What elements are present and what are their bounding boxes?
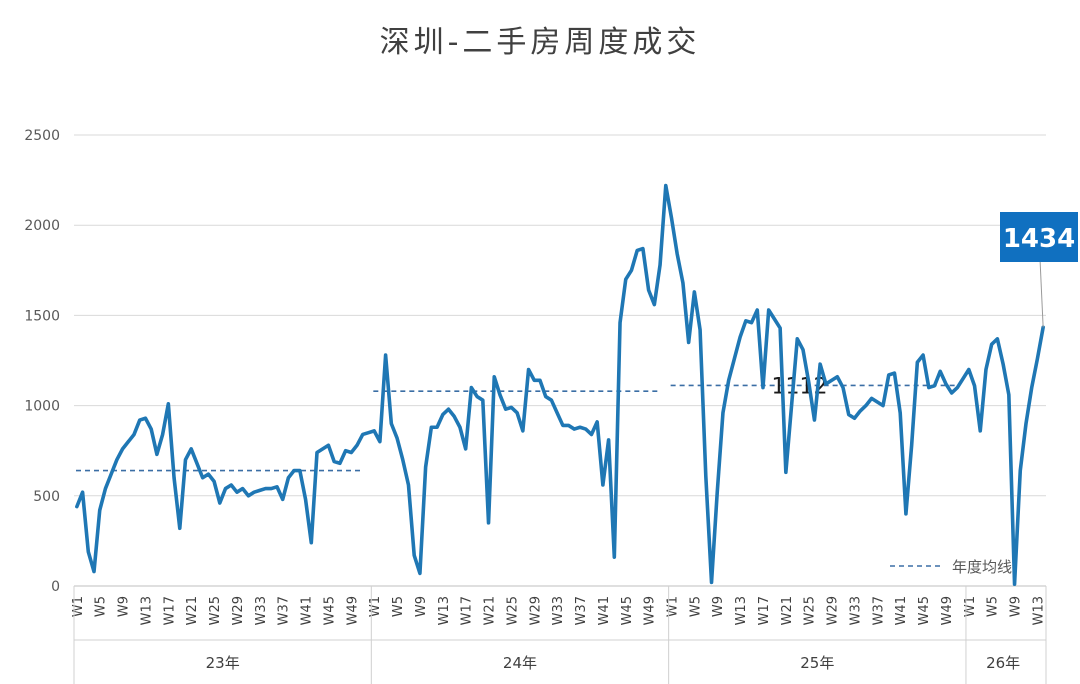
x-tick-label: W5 [986,596,1001,617]
y-tick-label: 2000 [24,218,60,234]
x-tick-label: W17 [757,596,772,625]
x-tick-label: W1 [71,596,86,617]
x-tick-label: W25 [505,596,520,625]
year-group-label: 25年 [800,654,834,672]
x-tick-label: W37 [871,596,886,625]
x-tick-label: W37 [574,596,589,625]
series-line-layer [75,183,1045,586]
x-tick-label: W9 [117,596,132,617]
x-tick-label: W21 [185,596,200,625]
x-tick-label: W13 [734,596,749,625]
x-tick-label: W17 [460,596,475,625]
legend: 年度均线 [890,558,1012,576]
x-tick-label: W49 [940,596,955,625]
x-tick-label: W25 [208,596,223,625]
x-tick-label: W29 [528,596,543,625]
x-tick-label: W13 [1031,596,1046,625]
x-tick-label: W45 [620,596,635,625]
y-axis-ticks: 0 500 1000 1500 2000 2500 [24,128,60,595]
y-tick-label: 1500 [24,308,60,324]
x-tick-label: W13 [437,596,452,625]
x-tick-label: W1 [368,596,383,617]
x-tick-label: W41 [300,596,315,625]
x-tick-label: W5 [688,596,703,617]
year-group-label: 23年 [206,654,240,672]
y-tick-label: 2500 [24,128,60,144]
x-tick-label: W21 [780,596,795,625]
x-tick-label: W17 [162,596,177,625]
x-axis: W1 W5 W9 W13 W17 W21 W25 W29 W33 W37 W41 W45 W49 23年 W… [71,586,1047,684]
x-tick-label: W9 [1009,596,1024,617]
year-group-label: 24年 [503,654,537,672]
x-tick-label: W1 [665,596,680,617]
x-tick-label: W41 [597,596,612,625]
chart-title: 深圳-二手房周度成交 [380,25,701,60]
x-tick-label: W33 [551,596,566,625]
average-lines: 1112 [76,374,956,472]
x-tick-label: W1 [963,596,978,617]
x-tick-label: W25 [803,596,818,625]
x-tick-label: W33 [848,596,863,625]
x-tick-label: W41 [894,596,909,625]
x-tick-label: W9 [711,596,726,617]
callout-box [1000,212,1078,262]
x-tick-label: W49 [643,596,658,625]
x-tick-label: W13 [139,596,154,625]
y-tick-label: 500 [33,489,60,505]
callout-label: 1434 [1003,224,1075,254]
y-tick-label: 1000 [24,399,60,415]
year-group-label: 26年 [986,654,1020,672]
x-tick-label: W29 [826,596,841,625]
y-tick-label: 0 [51,579,60,595]
x-tick-label: W33 [254,596,269,625]
x-tick-label: W49 [345,596,360,625]
x-tick-label: W29 [231,596,246,625]
callout: 1434 [1000,212,1078,328]
x-tick-label: W45 [322,596,337,625]
x-tick-label: W9 [414,596,429,617]
legend-label: 年度均线 [952,558,1012,576]
x-tick-label: W5 [94,596,109,617]
x-tick-label: W5 [391,596,406,617]
series-line [75,183,1045,586]
grid-lines [74,134,1046,587]
x-tick-label: W21 [483,596,498,625]
x-tick-label: W37 [277,596,292,625]
x-tick-label: W45 [917,596,932,625]
callout-leader [1039,261,1044,328]
